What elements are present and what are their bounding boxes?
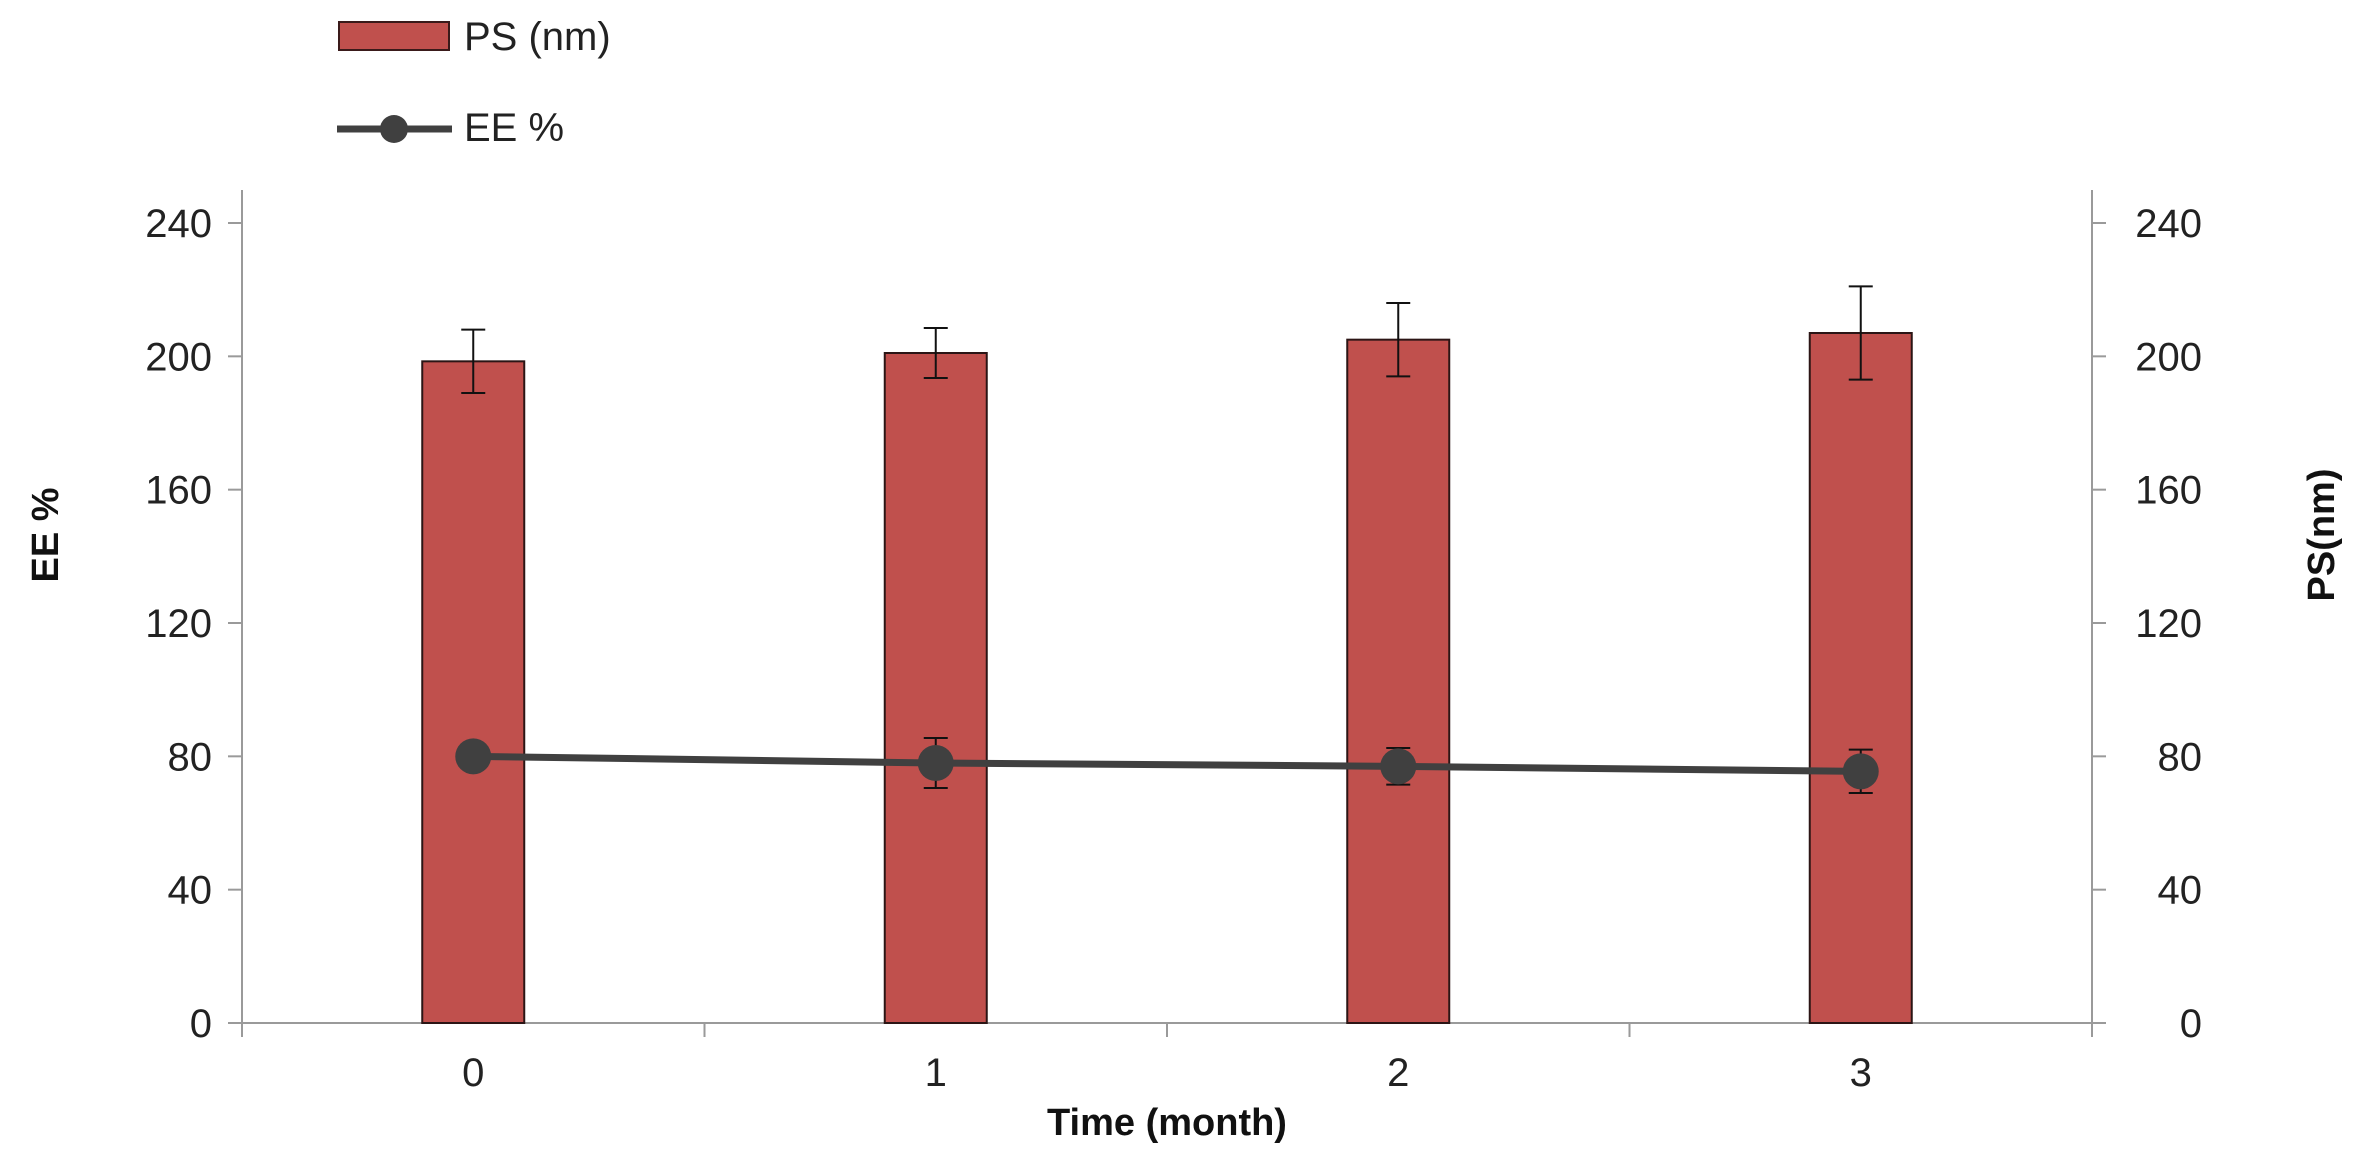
right-tick-label: 160 [2135, 469, 2202, 513]
right-tick-label: 0 [2180, 1002, 2202, 1046]
right-axis-ticks: 0 40 80 120 160 200 240 [2092, 202, 2202, 1046]
left-tick-label: 40 [168, 869, 213, 913]
ee-line-series [455, 737, 1879, 794]
x-tick-label: 1 [925, 1051, 947, 1095]
x-tick-label: 2 [1387, 1051, 1409, 1095]
ps-bar [883, 352, 988, 1024]
left-tick-label: 160 [145, 469, 212, 513]
left-tick-label: 200 [145, 335, 212, 379]
left-tick-label: 80 [168, 735, 213, 779]
x-tick-label: 3 [1850, 1051, 1872, 1095]
legend-swatch-ps [338, 21, 450, 51]
ee-marker [917, 745, 954, 781]
left-tick-label: 240 [145, 202, 212, 246]
x-axis-title: Time (month) [1047, 1102, 1287, 1144]
right-tick-label: 200 [2135, 335, 2202, 379]
left-tick-label: 0 [190, 1002, 212, 1046]
ps-bar [1808, 332, 1913, 1024]
legend-label-ee: EE % [464, 106, 564, 150]
right-tick-label: 80 [2158, 735, 2203, 779]
left-axis-title: EE % [25, 487, 67, 582]
left-axis-ticks: 0 40 80 120 160 200 240 [145, 202, 242, 1046]
ee-marker [455, 738, 492, 775]
x-axis-ticks: 0 1 2 3 [241, 1023, 2093, 1095]
right-tick-label: 40 [2158, 869, 2203, 913]
x-tick-label: 0 [462, 1051, 484, 1095]
ps-bars [421, 285, 1913, 1025]
right-tick-label: 120 [2135, 602, 2202, 646]
right-axis-title: PS(nm) [2301, 469, 2343, 602]
ee-line [473, 752, 1861, 775]
legend-label-ps: PS (nm) [464, 15, 611, 59]
legend-marker-ee [380, 115, 408, 143]
legend: PS (nm) EE % [337, 15, 611, 150]
ps-bar [421, 360, 526, 1025]
ps-bar [1346, 338, 1451, 1024]
right-tick-label: 240 [2135, 202, 2202, 246]
ee-marker [1842, 753, 1879, 790]
left-tick-label: 120 [145, 602, 212, 646]
ee-marker [1380, 748, 1417, 785]
